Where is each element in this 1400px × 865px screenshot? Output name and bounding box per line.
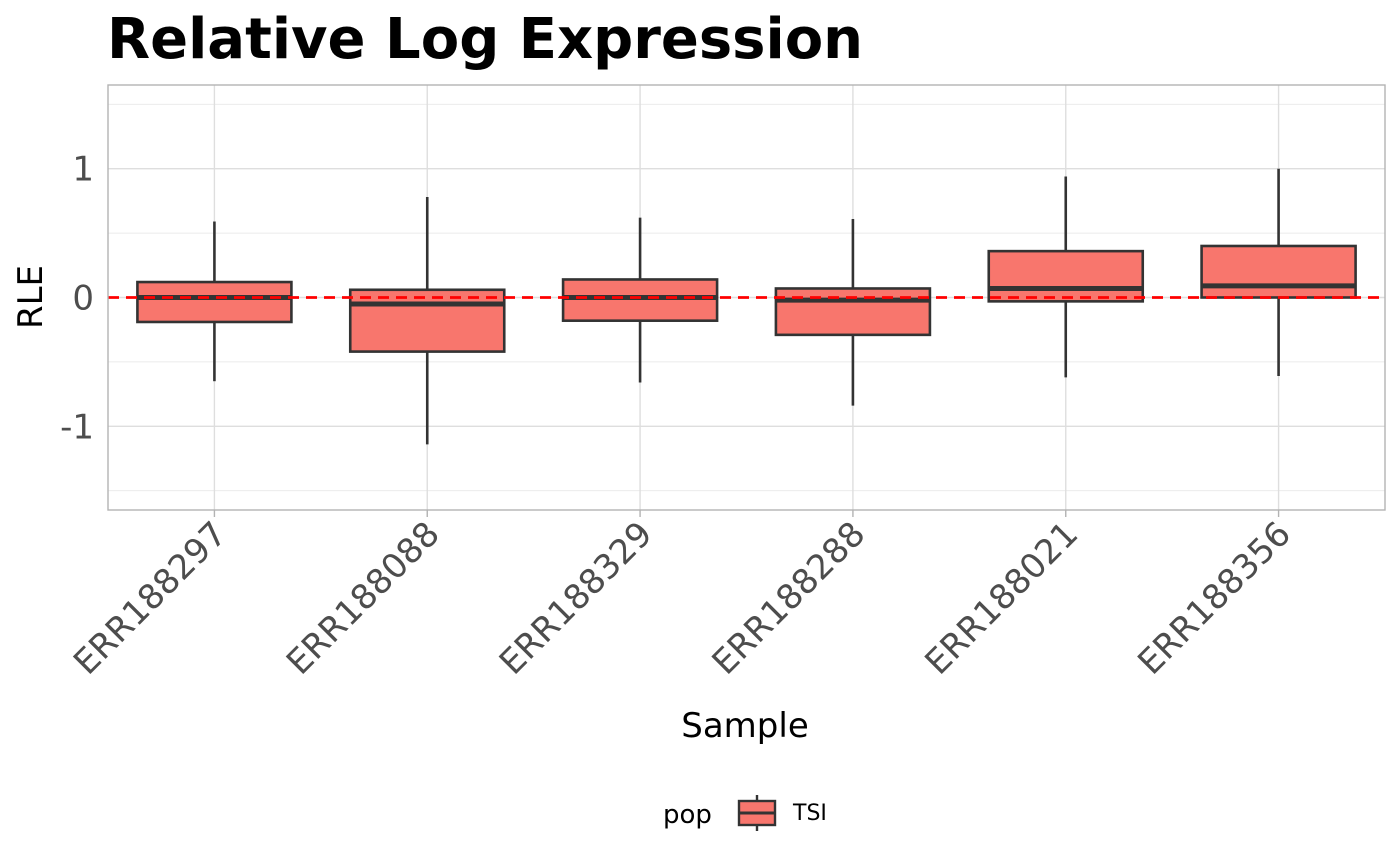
y-tick-label: 0	[72, 279, 94, 319]
box	[348, 288, 506, 353]
x-tick-label: ERR188021	[917, 514, 1086, 683]
x-tick-label: ERR188329	[492, 514, 661, 683]
x-tick-label: ERR188297	[66, 514, 235, 683]
x-tick-label: ERR188088	[279, 514, 448, 683]
legend: pop TSI	[663, 795, 827, 831]
y-tick-label: -1	[60, 407, 94, 447]
box	[136, 280, 293, 324]
legend-title: pop	[663, 800, 712, 830]
box	[987, 249, 1145, 303]
boxplot-ERR188021	[987, 176, 1145, 378]
legend-label: TSI	[792, 801, 827, 826]
plot-panel: -1 0 1 ERR188297 ERR188088 ERR188329 ERR188288…	[60, 84, 1386, 683]
x-tick-label: ERR188288	[705, 514, 874, 683]
box	[774, 287, 932, 337]
boxplot-ERR188356	[1200, 168, 1357, 377]
panel-border	[107, 84, 1386, 511]
box	[561, 278, 719, 322]
y-axis-title: RLE	[11, 265, 51, 329]
chart-title: Relative Log Expression	[107, 7, 863, 72]
legend-key	[737, 795, 777, 831]
boxplot-ERR188297	[136, 221, 293, 382]
x-tick-label: ERR188356	[1130, 514, 1299, 683]
x-axis-title: Sample	[681, 706, 808, 746]
box	[1200, 244, 1357, 299]
boxplot-ERR188088	[348, 197, 506, 445]
y-tick-label: 1	[72, 150, 94, 190]
